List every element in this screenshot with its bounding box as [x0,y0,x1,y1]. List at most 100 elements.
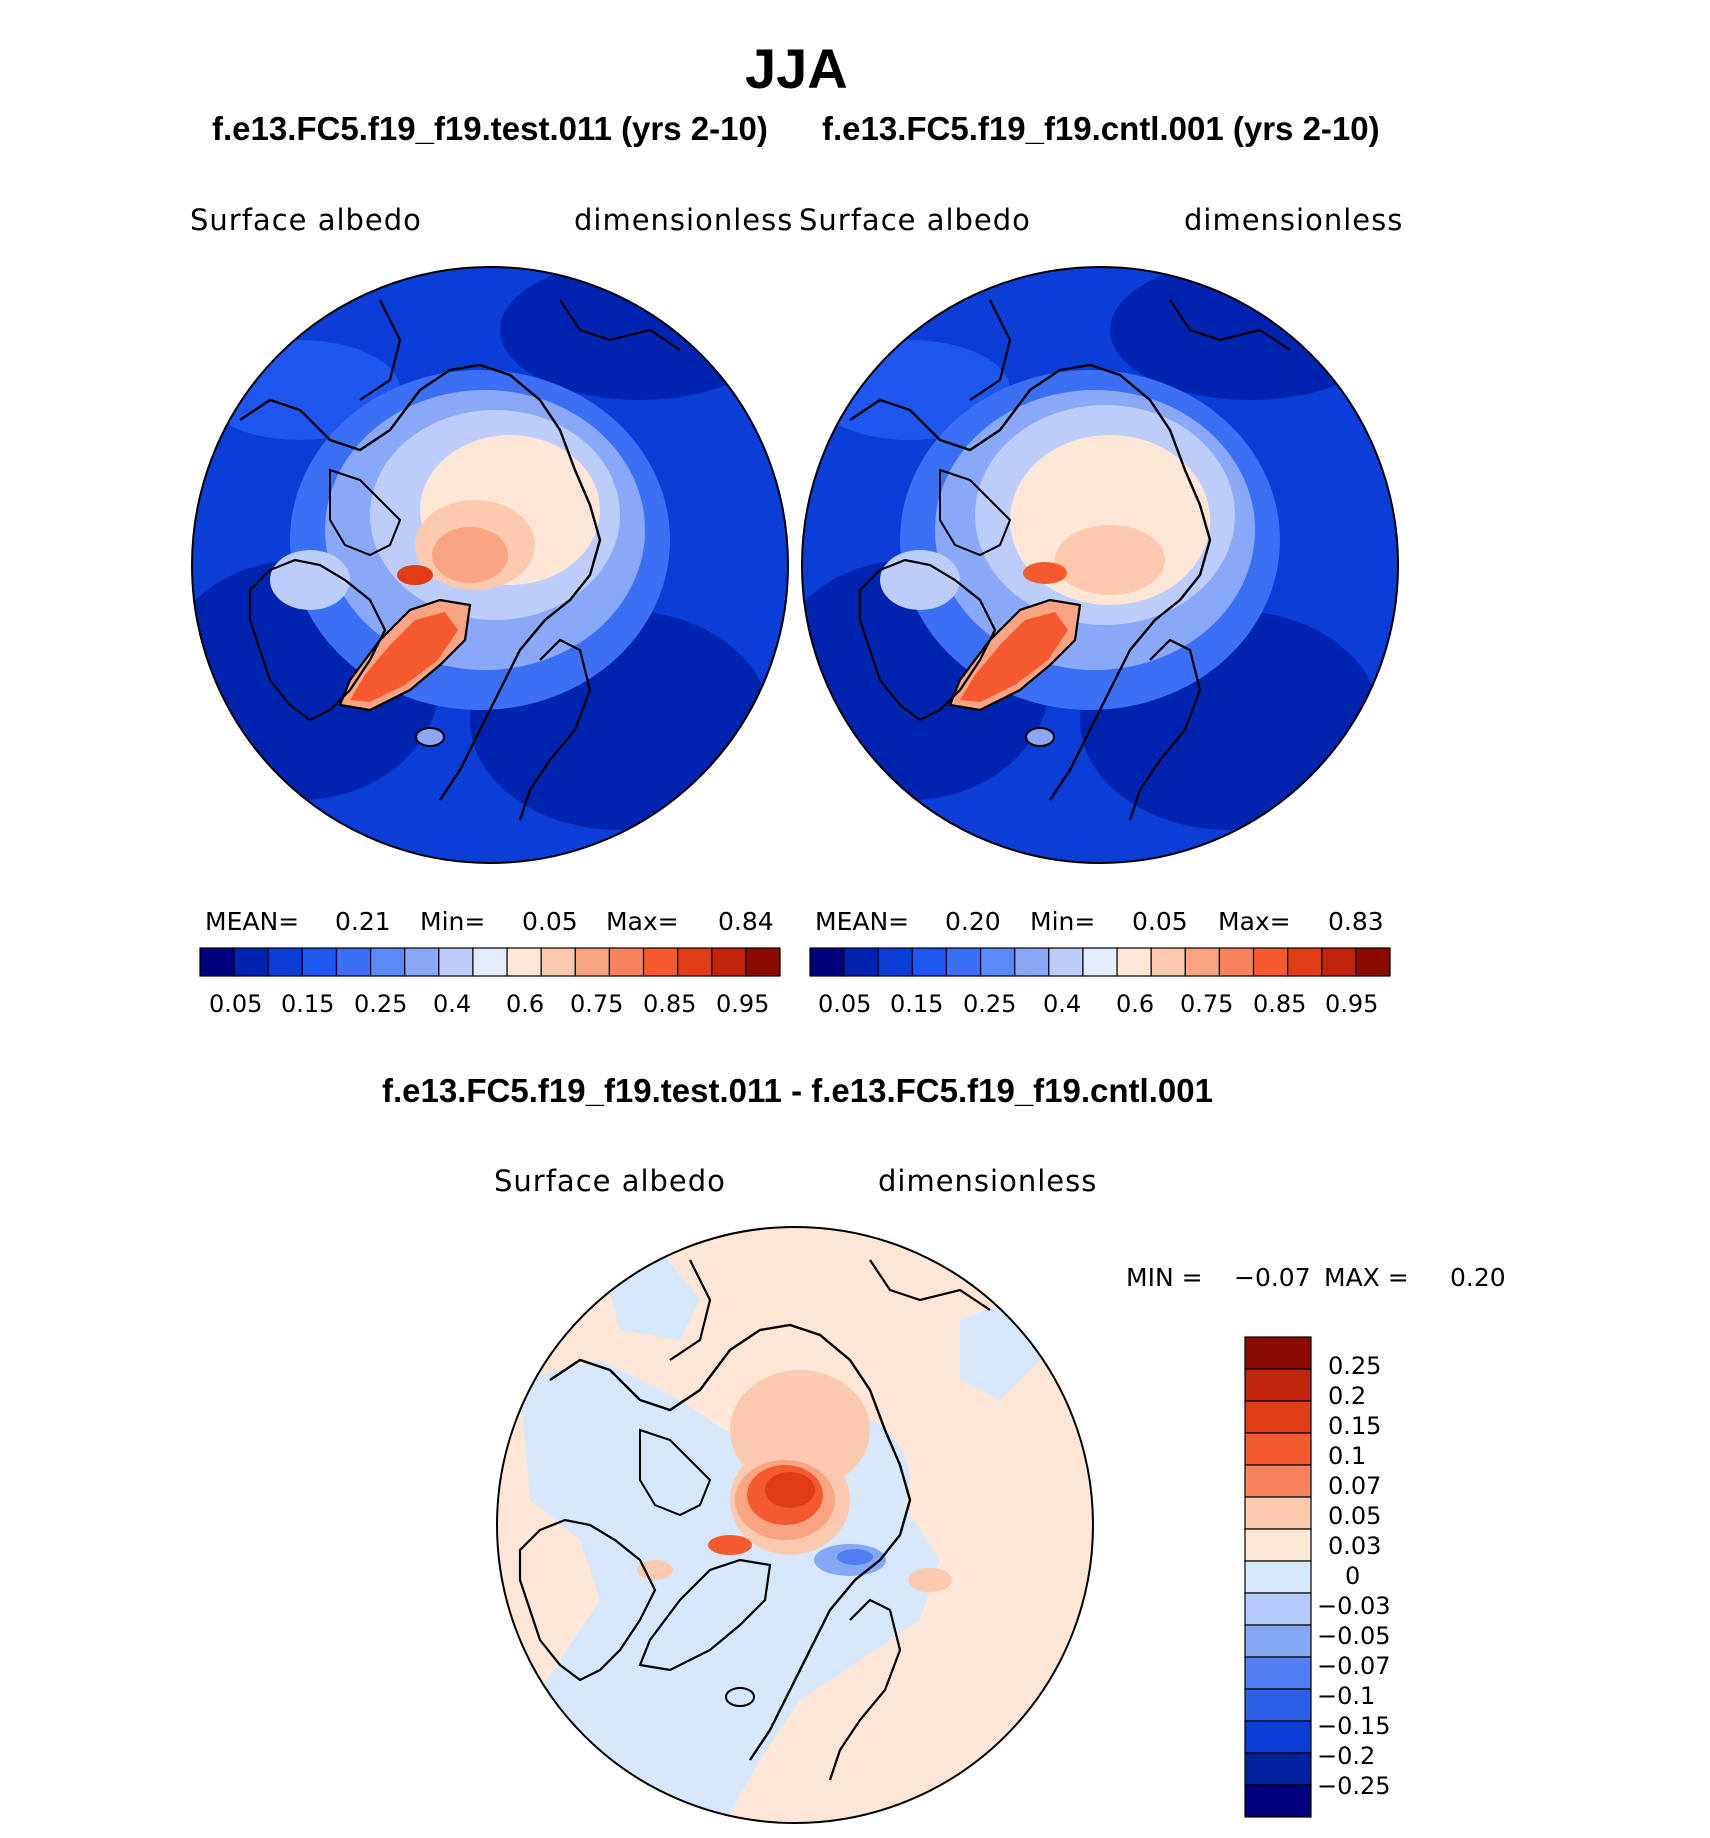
colorbar-swatch [574,947,611,977]
colorbar-swatch [404,947,440,977]
cb1-tick: 0.25 [354,990,408,1018]
panel-2-max-value: 0.83 [1328,907,1384,936]
colorbar-swatch [809,947,845,977]
cb3-tick: −0.03 [1317,1592,1391,1620]
colorbar-swatch [1218,947,1255,977]
colorbar-swatch [1244,1464,1312,1498]
cb2-tick: 0.75 [1180,990,1234,1018]
cb1-tick: 0.6 [506,990,545,1018]
diff-map [497,1227,1093,1823]
panel-2-min-value: 0.05 [1132,907,1188,936]
panel-2-max-label: Max= [1218,907,1291,936]
colorbar-swatch [1244,1400,1312,1434]
colorbar-swatch [979,947,1016,977]
cb3-tick: −0.07 [1317,1652,1391,1680]
colorbar-swatch [843,947,879,977]
panel-2-units: dimensionless [1184,203,1404,237]
panel-1-min-label: Min= [420,907,486,936]
cb3-tick: 0.15 [1328,1412,1382,1440]
cb2-tick: 0.85 [1253,990,1307,1018]
cb3-tick: 0.1 [1328,1442,1367,1470]
cb2-tick: 0.05 [818,990,872,1018]
cb3-tick: 0 [1345,1562,1361,1590]
colorbar-swatch [1244,1496,1312,1530]
panel-2-title: f.e13.FC5.f19_f19.cntl.001 (yrs 2-10) [822,110,1380,147]
colorbar-swatch [1252,947,1289,977]
cb3-tick: −0.05 [1317,1622,1391,1650]
colorbar-swatch [877,947,913,977]
colorbar-swatch [1244,1560,1312,1594]
colorbar-swatch [1244,1592,1312,1626]
panel-2-min-label: Min= [1030,907,1096,936]
colorbar-swatch [1244,1336,1312,1370]
colorbar-swatch [1184,947,1221,977]
cb3-tick: 0.03 [1328,1532,1382,1560]
cb3-tick: −0.2 [1317,1742,1376,1770]
cb1-tick: 0.75 [570,990,624,1018]
panel-2-colorbar [809,947,1391,977]
cb3-tick: −0.25 [1317,1772,1391,1800]
colorbar-swatch [335,947,372,977]
colorbar-swatch [711,947,747,977]
colorbar-swatch [945,947,982,977]
colorbar-swatch [608,947,645,977]
colorbar-swatch [438,947,474,977]
colorbar-swatch [1082,947,1118,977]
figure-title: JJA [745,37,848,100]
diff-max-value: 0.20 [1450,1263,1506,1292]
cb3-tick: 0.2 [1328,1382,1367,1410]
colorbar-swatch [1244,1656,1312,1690]
cb1-tick: 0.05 [209,990,263,1018]
colorbar-swatch [1321,947,1357,977]
panel-1-colorbar [199,947,781,977]
cb2-tick: 0.4 [1043,990,1082,1018]
colorbar-swatch [1244,1432,1312,1466]
colorbar-swatch [1014,947,1050,977]
colorbar-swatch [1244,1752,1312,1786]
colorbar-swatch [1244,1368,1312,1402]
panel-1-title: f.e13.FC5.f19_f19.test.011 (yrs 2-10) [212,110,768,147]
colorbar-swatch [1287,947,1323,977]
diff-min-value: −0.07 [1234,1263,1311,1292]
colorbar-swatch [1048,947,1084,977]
colorbar-swatch [1244,1688,1312,1722]
diff-panel-units: dimensionless [878,1164,1098,1198]
colorbar-swatch [199,947,235,977]
colorbar-swatch [642,947,679,977]
cb3-tick: 0.07 [1328,1472,1382,1500]
diff-panel-variable: Surface albedo [494,1164,726,1198]
panel-1-map-border [191,266,789,864]
cb3-tick: −0.15 [1317,1712,1391,1740]
panel-1-mean-value: 0.21 [335,907,391,936]
cb2-tick: 0.6 [1116,990,1155,1018]
panel-2-variable: Surface albedo [799,203,1031,237]
diff-panel-title: f.e13.FC5.f19_f19.test.011 - f.e13.FC5.f… [382,1072,1213,1109]
cb2-tick: 0.15 [890,990,944,1018]
cb2-tick: 0.95 [1325,990,1379,1018]
panel-2-map-border [801,266,1399,864]
panel-1-variable: Surface albedo [190,203,422,237]
colorbar-swatch [745,947,781,977]
diff-max-label: MAX = [1324,1263,1409,1292]
colorbar-swatch [1150,947,1186,977]
cb1-tick: 0.85 [643,990,697,1018]
cb1-tick: 0.15 [281,990,335,1018]
cb3-tick: 0.05 [1328,1502,1382,1530]
colorbar-swatch [1244,1624,1312,1658]
panel-2-mean-value: 0.20 [945,907,1001,936]
cb3-tick: −0.1 [1317,1682,1376,1710]
cb1-tick: 0.95 [716,990,770,1018]
colorbar-swatch [472,947,508,977]
colorbar-swatch [540,947,576,977]
cb3-tick: 0.25 [1328,1352,1382,1380]
panel-1-mean-label: MEAN= [205,907,300,936]
diff-min-label: MIN = [1126,1263,1203,1292]
colorbar-swatch [369,947,406,977]
cb2-tick: 0.25 [963,990,1017,1018]
colorbar-swatch [1244,1720,1312,1754]
diff-colorbar [1244,1336,1312,1818]
colorbar-swatch [301,947,338,977]
colorbar-swatch [1355,947,1391,977]
colorbar-swatch [1116,947,1152,977]
